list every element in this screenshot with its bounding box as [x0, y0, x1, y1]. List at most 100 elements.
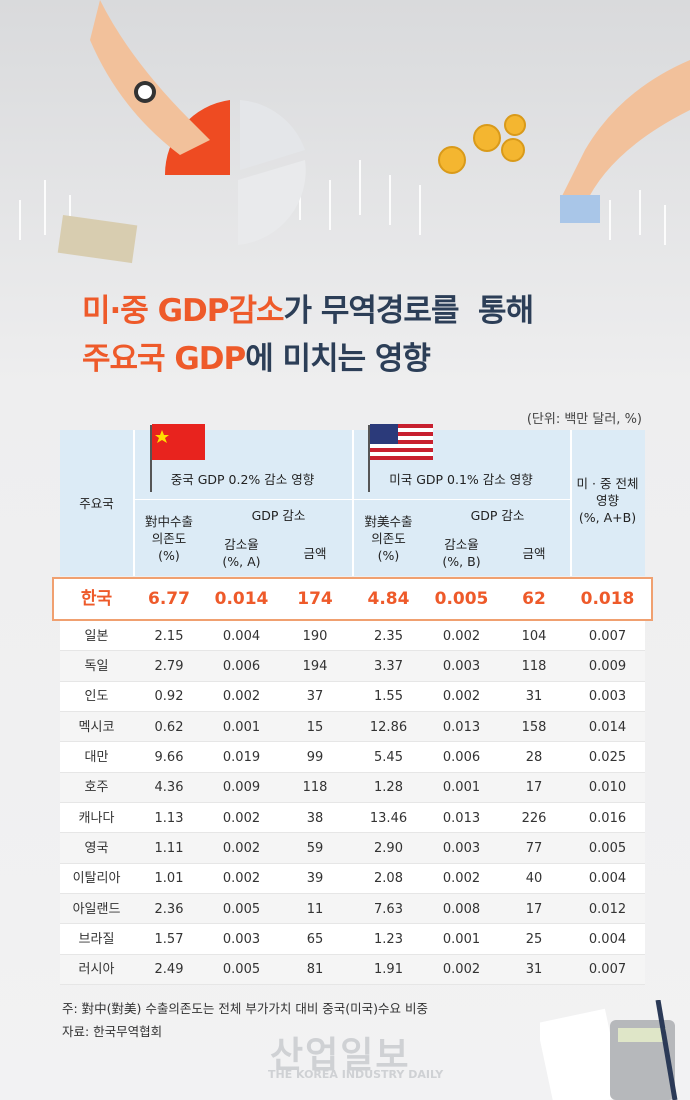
table-cell: 0.005 — [588, 840, 627, 856]
table-cell: 77 — [525, 840, 543, 856]
table-cell: 31 — [525, 689, 543, 705]
table-row — [60, 651, 645, 682]
table-cell: 99 — [306, 749, 324, 765]
table-cell: 2.36 — [154, 901, 184, 917]
header-cell: 감소율 (%, A) — [205, 530, 278, 576]
table-cell: 2.49 — [154, 962, 184, 978]
table-cell: 7.63 — [374, 901, 403, 917]
table-cell: 0.014 — [214, 588, 269, 609]
table-cell: 0.001 — [442, 780, 481, 796]
table-cell: 5.45 — [374, 749, 403, 765]
table-row — [60, 924, 645, 955]
header-cell: 감소율 (%, B) — [425, 530, 498, 576]
table-cell: 15 — [306, 719, 324, 735]
table-cell: 104 — [521, 628, 547, 644]
table-cell: 0.002 — [222, 810, 261, 826]
table-row — [60, 863, 645, 894]
note: 주: 對中(對美) 수출의존도는 전체 부가가치 대비 중국(미국)수요 비중 — [62, 1001, 429, 1016]
header-divider — [570, 430, 572, 576]
header-divider — [352, 430, 354, 576]
table-cell: 118 — [521, 658, 547, 674]
table-cell: 62 — [522, 588, 546, 609]
table-cell: 2.79 — [154, 658, 184, 674]
row-label: 이탈리아 — [72, 871, 121, 887]
table-cell: 4.84 — [367, 588, 410, 609]
table-cell: 0.007 — [588, 628, 627, 644]
table-cell: 194 — [302, 658, 328, 674]
table-cell: 0.002 — [442, 962, 481, 978]
title-text: 가 무역경로를 통해 — [283, 293, 535, 329]
table-cell: 118 — [302, 780, 328, 796]
row-label: 영국 — [84, 840, 109, 856]
header-cell: 금액 — [498, 530, 570, 576]
row-label: 캐나다 — [78, 810, 115, 826]
table-cell: 17 — [525, 901, 543, 917]
row-label: 호주 — [84, 780, 109, 796]
table-cell: 0.025 — [588, 749, 627, 765]
table-cell: 0.003 — [442, 840, 481, 856]
row-label: 멕시코 — [78, 719, 115, 735]
table-cell: 0.005 — [434, 588, 489, 609]
row-label: 아일랜드 — [72, 901, 121, 917]
table-row — [60, 681, 645, 712]
row-label: 대만 — [84, 749, 109, 765]
table-cell: 0.002 — [222, 871, 261, 887]
table-cell: 3.37 — [374, 658, 403, 674]
table-cell: 11 — [306, 901, 324, 917]
table-cell: 6.77 — [148, 588, 190, 609]
table-cell: 0.009 — [588, 658, 627, 674]
table-cell: 2.08 — [374, 871, 403, 887]
table-cell: 1.28 — [374, 780, 403, 796]
table-cell: 0.008 — [442, 901, 481, 917]
table-cell: 12.86 — [369, 719, 408, 735]
table-cell: 0.018 — [580, 588, 635, 609]
title-highlight: 주요국 GDP — [82, 341, 246, 377]
table-cell: 0.010 — [588, 780, 627, 796]
table-cell: 0.92 — [154, 689, 184, 705]
table-cell: 0.002 — [442, 871, 481, 887]
table-row — [60, 772, 645, 803]
header-cell: 對美수출 의존도 (%) — [352, 500, 425, 576]
table-row — [60, 712, 645, 743]
table-cell: 1.57 — [154, 931, 184, 947]
title-highlight: 미·중 GDP감소 — [82, 293, 285, 329]
watermark-english: THE KOREA INDUSTRY DAILY — [268, 1068, 444, 1081]
table-cell: 0.009 — [222, 780, 261, 796]
table-cell: 0.003 — [222, 931, 261, 947]
table-cell: 0.001 — [222, 719, 261, 735]
unit-label: (단위: 백만 달러, %) — [526, 412, 642, 427]
table-cell: 38 — [306, 810, 324, 826]
header-cell: 미 · 중 전체 영향 (%, A+B) — [570, 460, 645, 540]
table-cell: 0.003 — [588, 689, 627, 705]
table-row — [60, 833, 645, 864]
row-label: 일본 — [84, 628, 109, 644]
table-cell: 39 — [306, 871, 324, 887]
table-cell: 31 — [525, 962, 543, 978]
row-label: 독일 — [84, 658, 109, 674]
decoration — [19, 0, 690, 264]
header-cell: 주요국 — [60, 430, 133, 576]
table-cell: 2.35 — [374, 628, 403, 644]
table-cell: 0.013 — [442, 810, 481, 826]
table-row — [52, 577, 653, 621]
title-line: 미·중 GDP감소가 무역경로를 통해 — [82, 285, 535, 330]
table-cell: 81 — [306, 962, 324, 978]
table-cell: 0.004 — [588, 931, 627, 947]
table-cell: 0.002 — [222, 689, 261, 705]
table-cell: 0.62 — [154, 719, 184, 735]
table-cell: 37 — [306, 689, 324, 705]
table-cell: 17 — [525, 780, 543, 796]
table-cell: 226 — [521, 810, 547, 826]
table-cell: 174 — [297, 588, 333, 609]
table-cell: 0.002 — [442, 689, 481, 705]
table-row — [60, 803, 645, 834]
table-cell: 1.13 — [154, 810, 184, 826]
table-cell: 0.006 — [442, 749, 481, 765]
table-cell: 2.15 — [154, 628, 184, 644]
table-cell: 158 — [521, 719, 547, 735]
header-group: 중국 GDP 0.2% 감소 영향 — [133, 460, 352, 500]
table-row — [60, 742, 645, 773]
table-cell: 0.005 — [222, 962, 261, 978]
table-cell: 40 — [525, 871, 543, 887]
